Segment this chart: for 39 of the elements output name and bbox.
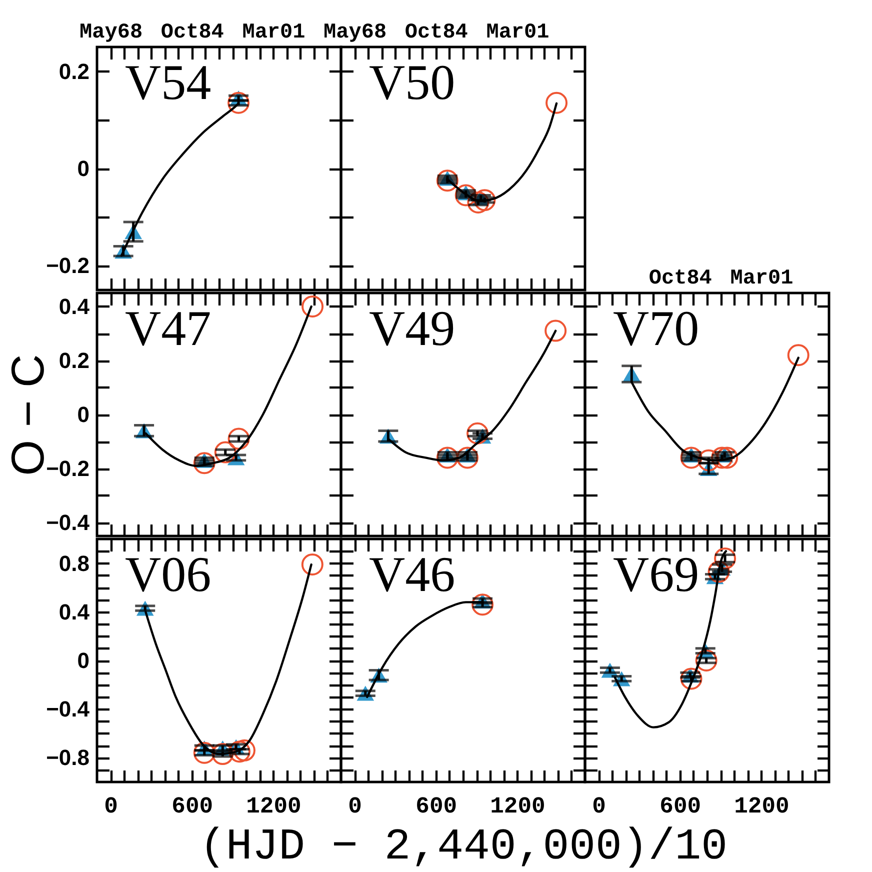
chart-title: V50	[369, 54, 456, 110]
x-tick-label: 0	[104, 794, 118, 820]
y-tick-label: 0.4	[58, 599, 90, 624]
y-tick-label: 0.4	[58, 294, 90, 319]
x2-tick-label: Oct84	[648, 268, 712, 290]
x-tick-label: 600	[172, 794, 214, 820]
x2-tick-label: May68	[80, 22, 143, 44]
chart-title: V06	[125, 546, 212, 602]
x2-tick-label: May68	[324, 22, 387, 44]
y-tick-label: 0	[77, 402, 90, 427]
x-tick-label: 1200	[734, 794, 790, 820]
x-axis-title: (HJD − 2,440,000)/10	[199, 822, 728, 872]
y-tick-label: −0.2	[46, 253, 90, 278]
x2-tick-label: Mar01	[242, 22, 306, 44]
y-tick-label: −0.2	[46, 456, 90, 481]
x-tick-label: 0	[592, 794, 606, 820]
y-tick-label: −0.4	[46, 696, 90, 722]
y-tick-label: 0.8	[58, 550, 90, 576]
x2-tick-label: Oct84	[404, 22, 468, 44]
x2-tick-label: Oct84	[160, 22, 224, 44]
y-tick-label: −0.8	[46, 745, 90, 770]
x-tick-label: 1200	[490, 794, 546, 820]
y-tick-label: −0.4	[46, 510, 90, 535]
x-tick-label: 600	[416, 794, 458, 820]
chart-title: V49	[369, 300, 456, 356]
chart-title: V47	[125, 300, 212, 356]
x-tick-label: 1200	[246, 794, 302, 820]
x-tick-label: 0	[348, 794, 362, 820]
chart-title: V46	[369, 546, 456, 602]
y-tick-label: 0.2	[58, 348, 90, 373]
x2-tick-label: Mar01	[486, 22, 550, 44]
chart-title: V70	[613, 300, 700, 356]
x-tick-label: 600	[660, 794, 702, 820]
x2-tick-label: Mar01	[730, 268, 794, 290]
chart-title: V69	[613, 546, 700, 602]
chart-title: V54	[125, 54, 212, 110]
y-tick-label: 0	[77, 156, 90, 181]
y-tick-label: 0	[77, 648, 90, 673]
y-tick-label: 0.2	[58, 58, 90, 84]
